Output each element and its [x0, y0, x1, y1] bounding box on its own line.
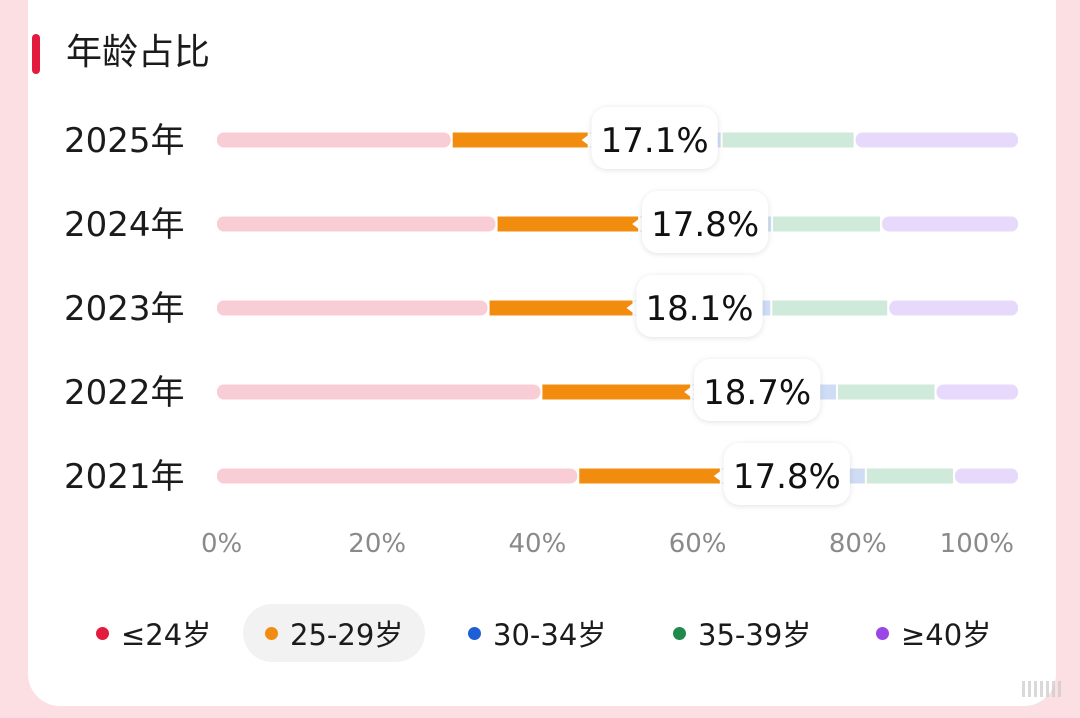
bar-segment — [217, 216, 496, 232]
category-label: 2022年 — [64, 373, 185, 413]
bar-segment — [489, 300, 633, 316]
bar-segment — [772, 300, 888, 316]
category-label: 2021年 — [64, 457, 185, 497]
bar-segment — [882, 216, 1018, 232]
x-tick-label: 100% — [940, 529, 1014, 559]
bar-end-cap — [1004, 216, 1018, 232]
x-tick-label: 40% — [509, 529, 567, 559]
bar-segment — [452, 132, 588, 148]
data-label-pointer — [632, 215, 645, 233]
category-label: 2025年 — [64, 121, 185, 161]
data-label: 17.8% — [733, 457, 841, 497]
chart-card — [28, 0, 1056, 706]
bar-segment — [579, 468, 720, 484]
legend-label: ≥40岁 — [901, 618, 992, 652]
data-label-bubble — [642, 191, 769, 253]
drag-handle-icon — [1022, 681, 1064, 697]
bar-segment — [217, 384, 541, 400]
data-label-bubble — [636, 275, 763, 337]
bar-segment — [217, 468, 578, 484]
legend-item-ge40[interactable]: ≥40岁 — [854, 604, 1013, 662]
data-label-bubble — [591, 107, 718, 169]
bar-start-cap — [217, 300, 231, 316]
legend-dot-icon — [468, 626, 481, 640]
legend-dot-icon — [876, 626, 889, 640]
x-tick-label: 80% — [829, 529, 887, 559]
legend-label: 35-39岁 — [698, 618, 812, 652]
data-label-pointer — [581, 131, 594, 149]
title-accent-bar — [32, 34, 40, 74]
bar-end-cap — [1004, 384, 1018, 400]
data-label: 17.8% — [651, 205, 759, 245]
bar-segment — [954, 468, 1018, 484]
legend-item-25-29[interactable]: 25-29岁 — [243, 604, 426, 662]
bar-start-cap — [217, 132, 231, 148]
data-label-bubble — [723, 443, 850, 505]
bar-start-cap — [217, 384, 231, 400]
bar-segment — [722, 132, 854, 148]
legend-item-le24[interactable]: ≤24岁 — [74, 604, 233, 662]
legend-label: ≤24岁 — [121, 618, 212, 652]
x-tick-label: 20% — [348, 529, 406, 559]
x-tick-label: 0% — [201, 529, 242, 559]
data-label-pointer — [684, 383, 697, 401]
legend-item-30-34[interactable]: 30-34岁 — [446, 604, 628, 662]
data-label: 18.7% — [703, 373, 811, 413]
bar-end-cap — [1004, 300, 1018, 316]
bar-segment — [773, 216, 881, 232]
bar-segment — [217, 132, 451, 148]
category-label: 2023年 — [64, 289, 185, 329]
bar-segment — [936, 384, 1018, 400]
bar-segment — [889, 300, 1018, 316]
data-label-bubble — [694, 359, 821, 421]
chart-title: 年龄占比 — [66, 32, 211, 73]
x-tick-label: 60% — [669, 529, 727, 559]
data-label: 18.1% — [646, 289, 754, 329]
legend-item-35-39[interactable]: 35-39岁 — [651, 604, 833, 662]
legend: ≤24岁 25-29岁 30-34岁 35-39岁 ≥40岁 — [0, 604, 1080, 664]
category-label: 2024年 — [64, 205, 185, 245]
legend-dot-icon — [265, 626, 278, 640]
legend-dot-icon — [673, 626, 686, 640]
bar-segment — [217, 300, 488, 316]
bar-segment — [837, 384, 935, 400]
bar-end-cap — [1004, 132, 1018, 148]
bar-segment — [497, 216, 639, 232]
legend-label: 25-29岁 — [290, 618, 404, 652]
legend-label: 30-34岁 — [493, 618, 607, 652]
bar-segment — [542, 384, 691, 400]
bar-segment — [866, 468, 953, 484]
data-label: 17.1% — [601, 121, 709, 161]
bar-start-cap — [217, 216, 231, 232]
bar-start-cap — [217, 468, 231, 484]
bar-segment — [855, 132, 1018, 148]
bar-end-cap — [1004, 468, 1018, 484]
data-label-pointer — [626, 299, 639, 317]
data-label-pointer — [713, 467, 726, 485]
legend-dot-icon — [96, 626, 109, 640]
